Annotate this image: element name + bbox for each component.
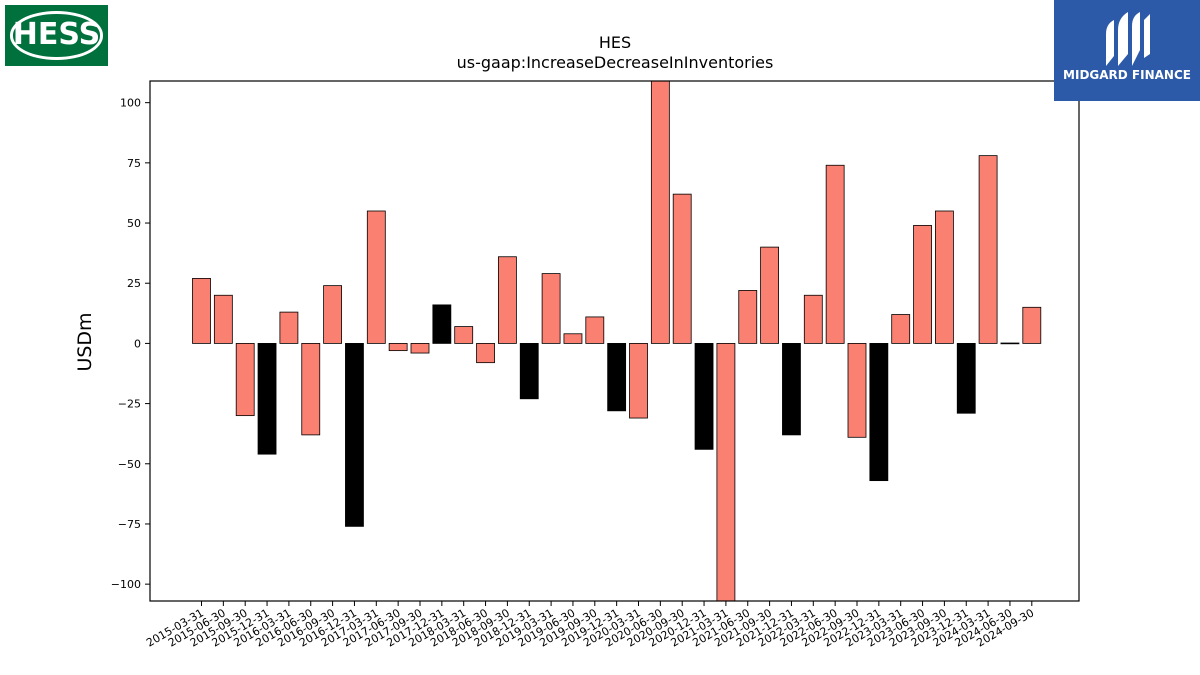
chart-title: HES <box>599 33 631 52</box>
bar-2021-03-31 <box>716 343 736 602</box>
bar-2019-03-31 <box>541 273 561 344</box>
bar-2024-06-30 <box>1000 342 1020 345</box>
bar-2023-03-31 <box>891 314 911 344</box>
bar-2020-12-31 <box>694 343 714 450</box>
y-axis-label: USDm <box>74 312 96 371</box>
bar-2015-12-31 <box>257 343 277 455</box>
bar-2019-06-30 <box>563 333 583 344</box>
hess-logo-text: HESS <box>12 17 101 52</box>
plot-frame <box>149 80 1080 602</box>
bar-2019-09-30 <box>585 316 605 344</box>
y-tick-label: −100 <box>111 578 141 591</box>
y-tick-label: −75 <box>118 518 141 531</box>
bar-2021-06-30 <box>738 290 758 344</box>
y-tick-label: 25 <box>127 277 141 290</box>
midgard-logo-text: MIDGARD FINANCE <box>1063 68 1191 82</box>
bar-2019-12-31 <box>607 343 627 412</box>
bar-2022-03-31 <box>803 294 823 344</box>
bar-2018-03-31 <box>454 326 474 344</box>
midgard-mark-icon <box>1106 12 1150 66</box>
bar-2020-09-30 <box>672 193 692 344</box>
midgard-finance-logo: MIDGARD FINANCE <box>1054 0 1200 101</box>
bar-2021-09-30 <box>760 246 779 344</box>
bar-2016-03-31 <box>279 311 299 344</box>
bar-2015-03-31 <box>192 278 211 344</box>
hess-logo: HESS <box>5 5 108 66</box>
bar-2023-09-30 <box>935 210 954 344</box>
bar-2018-06-30 <box>476 343 495 364</box>
bar-2023-12-31 <box>956 343 976 414</box>
bar-2022-06-30 <box>825 164 845 344</box>
bar-2022-09-30 <box>847 343 867 438</box>
bar-2015-09-30 <box>235 343 255 417</box>
bar-2015-06-30 <box>213 294 233 344</box>
y-axis: 100 75 50 25 0 −25 −50 −75 −100 <box>111 97 150 591</box>
y-tick-label: −25 <box>118 398 141 411</box>
bar-2020-06-30 <box>650 80 670 344</box>
bar-2017-09-30 <box>410 343 430 354</box>
bar-2021-12-31 <box>782 343 801 436</box>
y-tick-label: 0 <box>134 337 141 350</box>
y-tick-label: −50 <box>118 458 141 471</box>
bar-2020-03-31 <box>629 343 648 419</box>
bar-2024-03-31 <box>978 155 998 344</box>
bar-2016-12-31 <box>345 343 364 527</box>
bar-2016-09-30 <box>323 285 343 344</box>
bar-2016-06-30 <box>301 343 321 436</box>
y-tick-label: 50 <box>127 217 141 230</box>
bar-2023-06-30 <box>913 225 932 344</box>
bars-group <box>192 80 1042 602</box>
chart-subtitle: us-gaap:IncreaseDecreaseInInventories <box>457 53 774 72</box>
x-axis: 2015-03-312015-06-302015-09-302015-12-31… <box>144 601 1036 650</box>
y-tick-label: 75 <box>127 157 141 170</box>
y-tick-label: 100 <box>120 97 141 110</box>
bar-2022-12-31 <box>869 343 889 482</box>
bar-2017-12-31 <box>432 304 452 344</box>
bar-2018-09-30 <box>497 256 517 344</box>
bar-2017-06-30 <box>388 343 408 352</box>
bar-2018-12-31 <box>519 343 539 400</box>
bar-2024-09-30 <box>1022 306 1042 344</box>
bar-2017-03-31 <box>366 210 386 344</box>
